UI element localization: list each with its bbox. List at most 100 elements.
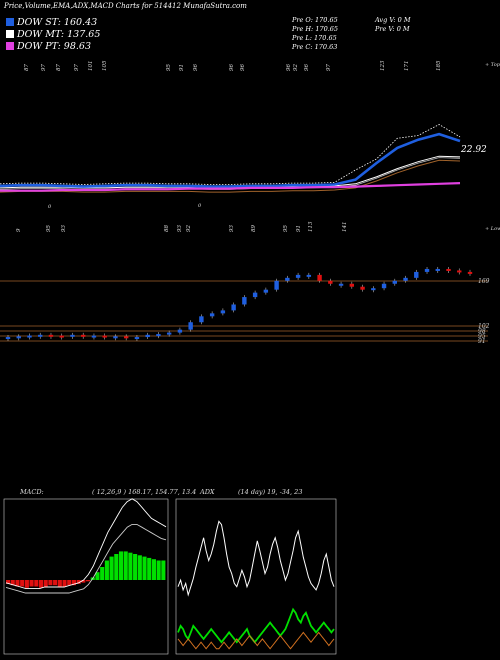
ema-bottom-tick-label: 88	[164, 225, 170, 232]
prev-low: Pre L: 170.65	[292, 34, 337, 42]
macd-histogram-bar	[57, 580, 62, 587]
candle-body	[317, 274, 322, 281]
ema-zero-label: 0	[48, 204, 52, 210]
legend-label-mt: DOW MT: 137.65	[17, 29, 101, 40]
macd-histogram-bar	[133, 554, 138, 580]
ema-top-tick-label: 105	[102, 60, 108, 71]
candle-body	[156, 334, 161, 337]
macd-histogram-bar	[147, 557, 152, 580]
macd-histogram-bar	[6, 580, 11, 584]
ema-zero-label: 0	[198, 203, 202, 209]
candle-body	[81, 334, 86, 337]
ema-top-tick-label: 92	[293, 64, 299, 71]
macd-label: MACD:	[19, 488, 44, 496]
adx-line	[177, 520, 335, 597]
macd-params: ( 12,26,9 ) 168.17, 154.77, 13.4	[92, 488, 196, 496]
ema-bottom-tick-label: 91	[296, 225, 302, 232]
ema-top-tick-label: 95	[166, 64, 172, 71]
ema-top-tick-label: 87	[24, 64, 30, 71]
macd-histogram-bar	[24, 580, 29, 588]
macd-histogram-bar	[114, 554, 119, 580]
macd-histogram-bar	[62, 580, 67, 587]
ema-edge-label-bottom: + Lowe	[485, 226, 500, 232]
legend-swatch-mt	[6, 30, 14, 38]
macd-signal-line	[5, 523, 167, 594]
adx-minus-di-line	[177, 631, 335, 650]
candle-body	[102, 335, 107, 338]
price-level-label: 169	[478, 278, 490, 285]
candle-body	[306, 274, 312, 277]
macd-histogram-bar	[53, 580, 58, 586]
macd-histogram-bar	[86, 580, 91, 582]
ema-bottom-tick-label: 9	[16, 228, 22, 232]
candle-body	[392, 280, 397, 284]
macd-histogram-bar	[81, 580, 86, 583]
candle-body	[435, 268, 440, 271]
legend-swatch-st	[6, 18, 14, 26]
macd-histogram-bar	[29, 580, 34, 587]
candle-body	[209, 313, 215, 317]
candle-body	[91, 335, 97, 338]
candle-body	[59, 335, 64, 338]
candle-body	[414, 271, 419, 278]
macd-histogram-bar	[10, 580, 15, 586]
candle-body	[38, 334, 43, 337]
ema-bottom-tick-label: 89	[251, 225, 257, 232]
macd-histogram-bar	[128, 552, 133, 580]
adx-panel-frame	[175, 498, 337, 655]
ema-top-tick-label: 101	[88, 61, 94, 72]
candle-body	[446, 268, 451, 271]
price-level-label: 102	[478, 323, 490, 330]
macd-histogram-bar	[104, 560, 109, 580]
macd-histogram-bar	[67, 580, 72, 586]
candle-body	[338, 283, 344, 286]
candle-body	[328, 280, 333, 284]
legend-swatch-pt	[6, 42, 14, 50]
candle-body	[457, 270, 462, 273]
ema-bottom-tick-label: 92	[186, 225, 192, 232]
ema-line-long	[0, 159, 461, 193]
chart-title: Price,Volume,EMA,ADX,MACD Charts for 514…	[4, 2, 247, 10]
avg-volume: Avg V: 0 M	[375, 16, 411, 24]
candle-body	[381, 283, 387, 289]
legend-dow-pt: DOW PT: 98.63	[6, 41, 91, 52]
macd-histogram-bar	[20, 580, 25, 587]
macd-histogram-bar	[48, 580, 53, 586]
macd-histogram-bar	[34, 580, 39, 587]
macd-histogram-bar	[118, 551, 124, 580]
candle-body	[199, 316, 204, 323]
candle-body	[252, 292, 258, 298]
prev-open: Pre O: 170.65	[292, 16, 338, 24]
prev-high: Pre H: 170.65	[292, 25, 339, 33]
ema-top-tick-label: 96	[229, 64, 235, 71]
price-level-label: 91	[478, 338, 486, 345]
legend-dow-st: DOW ST: 160.43	[6, 17, 97, 28]
ema-top-tick-label: 97	[326, 64, 332, 71]
macd-histogram-bar	[109, 556, 114, 580]
ema-edge-label-top: + Topu	[485, 62, 500, 68]
legend-label-st: DOW ST: 160.43	[17, 17, 98, 28]
ema-bottom-tick-label: 93	[61, 225, 67, 232]
ema-bottom-tick-label: 95	[46, 225, 52, 232]
macd-histogram-bar	[100, 567, 105, 580]
ema-bottom-tick-label: 93	[177, 225, 183, 232]
ema-top-tick-label: 91	[179, 64, 185, 71]
candle-body	[177, 329, 183, 333]
macd-histogram-bar	[15, 580, 20, 587]
ema-line-dow-pt	[0, 182, 461, 192]
macd-histogram-bar	[151, 559, 156, 580]
macd-histogram-bar	[38, 580, 44, 588]
macd-histogram-bar	[76, 580, 81, 584]
candle-body	[5, 337, 11, 340]
ema-bottom-tick-label: 93	[229, 225, 235, 232]
candle-body	[134, 337, 140, 340]
ema-top-tick-label: 96	[286, 64, 292, 71]
candle-body	[349, 283, 355, 287]
macd-histogram-bar	[161, 560, 166, 580]
ema-top-tick-label: 185	[436, 60, 442, 71]
candle-body	[113, 336, 118, 339]
candle-body	[424, 268, 430, 272]
ema-bottom-tick-label: 95	[283, 225, 289, 232]
candle-body	[263, 289, 269, 293]
